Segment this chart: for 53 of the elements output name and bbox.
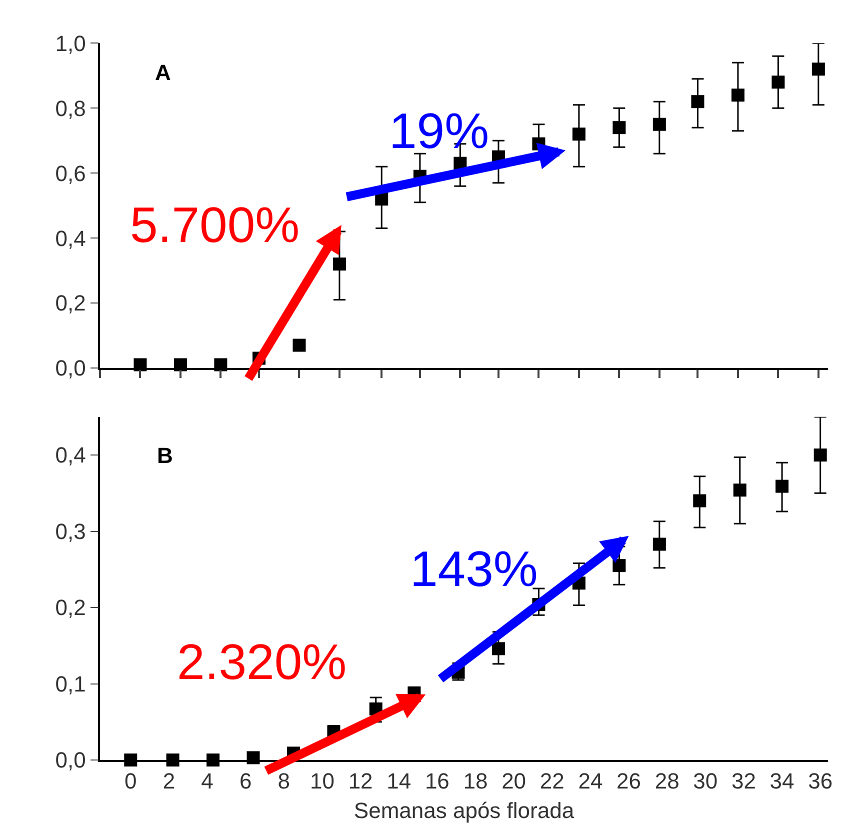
x-tick-label: 12: [348, 768, 373, 794]
point: [814, 448, 827, 462]
x-axis-title: Semanas após florada: [354, 798, 575, 823]
y-tick-label: 0,2: [55, 595, 86, 620]
y-tick-label: 0,0: [55, 356, 86, 381]
point: [492, 642, 505, 656]
x-tick-label: 24: [578, 768, 603, 794]
point: [772, 76, 785, 89]
annotation: 2.320%: [177, 634, 347, 690]
x-tick-label: 14: [386, 768, 412, 794]
point: [691, 95, 704, 108]
x-tick-label: 4: [201, 768, 214, 794]
y-tick-label: 0,6: [55, 160, 86, 186]
y-tick-label: 0,4: [55, 442, 86, 468]
point: [332, 258, 346, 271]
x-tick-label: 28: [654, 768, 680, 794]
point: [612, 559, 626, 572]
annotation: A: [155, 60, 171, 85]
x-tick-label: 36: [808, 768, 833, 794]
y-tick-label: 0,1: [55, 671, 86, 696]
y-tick-label: 0,2: [55, 290, 86, 316]
point: [776, 480, 789, 493]
x-tick-label: 34: [770, 768, 794, 794]
x-tick-label: 2: [162, 768, 176, 794]
x-tick-label: 16: [424, 768, 450, 794]
x-tick-label: 6: [239, 768, 252, 794]
x-tick-label: 32: [731, 768, 756, 794]
annotation: 5.700%: [130, 197, 300, 253]
x-tick-label: 8: [278, 768, 290, 794]
y-tick-label: 0,3: [55, 518, 86, 544]
annotation: 143%: [410, 541, 538, 597]
y-tick-label: 0,4: [55, 226, 86, 251]
point: [731, 88, 744, 102]
y-tick-label: 0,0: [55, 748, 86, 773]
annotation: B: [157, 443, 173, 468]
y-tick-label: 1,0: [55, 30, 86, 56]
point: [292, 338, 306, 352]
point: [693, 494, 706, 508]
point: [652, 538, 666, 551]
point: [572, 128, 586, 141]
x-tick-label: 22: [540, 768, 564, 794]
x-tick-label: 30: [693, 768, 718, 794]
point: [733, 484, 746, 497]
point: [612, 121, 626, 134]
point: [812, 62, 825, 76]
x-tick-label: 0: [124, 768, 137, 794]
x-tick-label: 18: [463, 768, 488, 794]
annotation: 19%: [389, 103, 490, 159]
y-tick-label: 0,8: [55, 96, 86, 121]
x-tick-label: 20: [502, 768, 526, 794]
x-tick-label: 26: [616, 768, 641, 794]
x-tick-label: 10: [310, 768, 334, 794]
point: [652, 118, 666, 131]
